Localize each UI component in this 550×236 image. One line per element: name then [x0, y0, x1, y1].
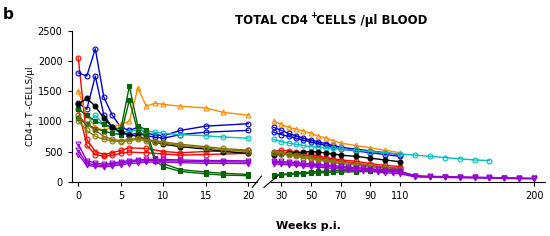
- Text: b: b: [3, 7, 14, 22]
- Text: +: +: [310, 11, 317, 20]
- Y-axis label: CD4+ T -CELLS/μl: CD4+ T -CELLS/μl: [26, 66, 35, 146]
- Text: CELLS /μl BLOOD: CELLS /μl BLOOD: [312, 14, 427, 27]
- Text: Weeks p.i.: Weeks p.i.: [276, 221, 340, 231]
- Text: TOTAL CD4: TOTAL CD4: [235, 14, 308, 27]
